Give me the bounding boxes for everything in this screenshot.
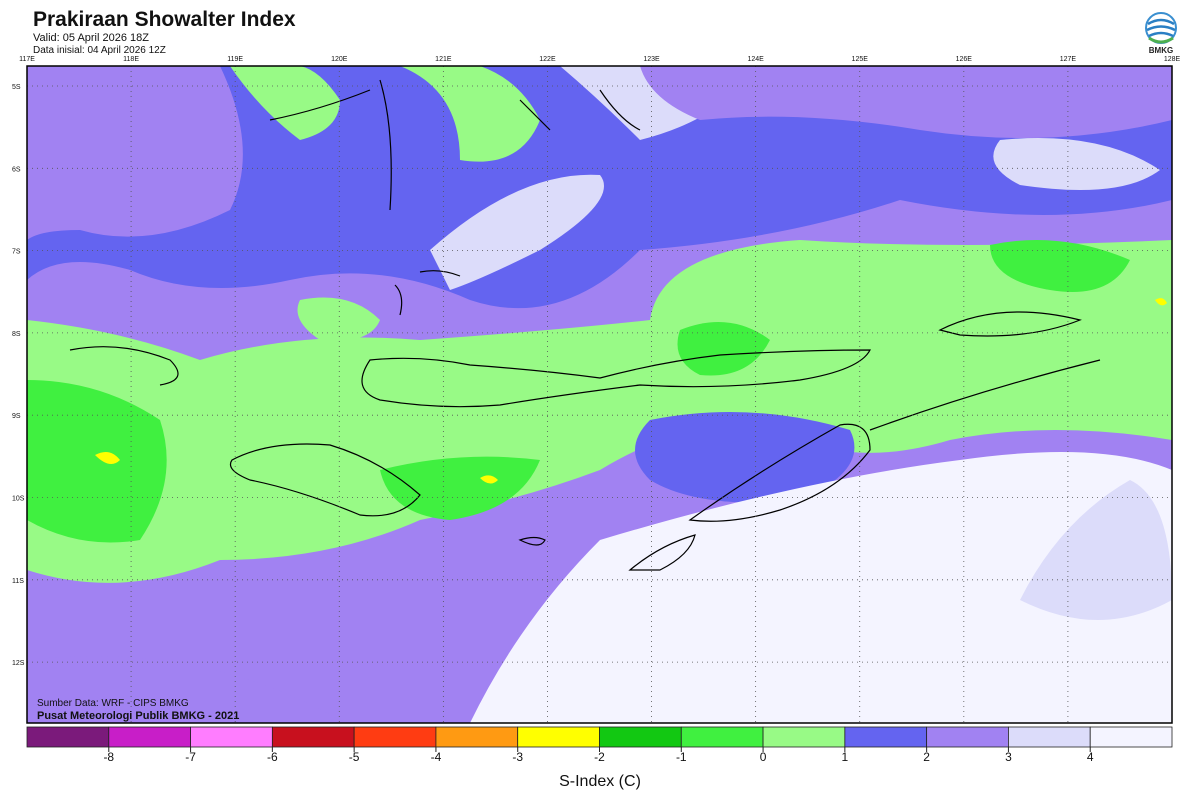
title: Prakiraan Showalter Index bbox=[33, 8, 296, 31]
colorbar-label: -2 bbox=[594, 750, 605, 764]
longitude-label: 117E bbox=[19, 56, 35, 63]
producer-text: Pusat Meteorologi Publik BMKG - 2021 bbox=[37, 710, 239, 722]
latitude-label: 6S bbox=[12, 166, 21, 173]
colorbar-bin bbox=[1089, 726, 1173, 748]
longitude-label: 120E bbox=[331, 56, 348, 63]
longitude-label: 128E bbox=[1164, 56, 1181, 63]
logo-text: BMKG bbox=[1149, 46, 1173, 55]
colorbar: -8 -7 -6 -5 -4 -3 -2 -1 0 1 2 3 4 bbox=[26, 726, 1173, 764]
latitude-label: 8S bbox=[12, 331, 21, 338]
latitude-label: 12S bbox=[12, 660, 25, 667]
colorbar-label: 3 bbox=[1005, 750, 1012, 764]
colorbar-bin bbox=[762, 726, 846, 748]
latitude-label: 7S bbox=[12, 249, 21, 256]
colorbar-bin bbox=[926, 726, 1009, 748]
colorbar-bin bbox=[599, 726, 682, 748]
longitude-label: 125E bbox=[852, 56, 869, 63]
graticule bbox=[27, 66, 1172, 723]
colorbar-label: -4 bbox=[431, 750, 442, 764]
longitude-labels: 117E 118E 119E 120E 121E 122E 123E 124E 125E 126E… bbox=[19, 56, 1180, 63]
longitude-label: 119E bbox=[227, 56, 243, 63]
colorbar-bin bbox=[680, 726, 764, 748]
colorbar-title: S-Index (C) bbox=[559, 773, 641, 790]
longitude-label: 124E bbox=[747, 56, 764, 63]
logo: BMKG bbox=[1145, 12, 1177, 55]
longitude-label: 122E bbox=[539, 56, 556, 63]
colorbar-label: -5 bbox=[349, 750, 360, 764]
longitude-label: 127E bbox=[1060, 56, 1077, 63]
valid-time: Valid: 05 April 2026 18Z bbox=[33, 32, 149, 44]
colorbar-label: -7 bbox=[185, 750, 196, 764]
colorbar-label: 4 bbox=[1087, 750, 1094, 764]
colorbar-bin bbox=[271, 726, 355, 748]
map-frame bbox=[26, 65, 1173, 724]
colorbar-bin bbox=[26, 726, 110, 748]
colorbar-bin bbox=[435, 726, 519, 748]
colorbar-bin bbox=[190, 726, 273, 748]
longitude-label: 126E bbox=[956, 56, 973, 63]
colorbar-label: -3 bbox=[512, 750, 523, 764]
colorbar-label: 0 bbox=[760, 750, 767, 764]
colorbar-label: -6 bbox=[267, 750, 278, 764]
longitude-label: 123E bbox=[643, 56, 660, 63]
colorbar-bin bbox=[108, 726, 191, 748]
colorbar-label: 2 bbox=[923, 750, 930, 764]
latitude-label: 5S bbox=[12, 84, 21, 91]
latitude-label: 11S bbox=[12, 578, 24, 585]
longitude-label: 121E bbox=[435, 56, 452, 63]
map-field bbox=[27, 66, 1172, 723]
source-text: Sumber Data: WRF - CIPS BMKG bbox=[37, 698, 189, 709]
latitude-label: 10S bbox=[12, 496, 25, 503]
colorbar-label: -8 bbox=[103, 750, 114, 764]
colorbar-label: -1 bbox=[676, 750, 687, 764]
colorbar-bin bbox=[844, 726, 928, 748]
latitude-labels: 5S 6S 7S 8S 9S 10S 11S 12S bbox=[12, 84, 25, 667]
initial-time: Data inisial: 04 April 2026 12Z bbox=[33, 45, 166, 56]
colorbar-bin bbox=[517, 726, 600, 748]
longitude-label: 118E bbox=[123, 56, 139, 63]
colorbar-label: 1 bbox=[842, 750, 849, 764]
colorbar-bin bbox=[1008, 726, 1091, 748]
latitude-label: 9S bbox=[12, 413, 21, 420]
colorbar-bin bbox=[353, 726, 437, 748]
